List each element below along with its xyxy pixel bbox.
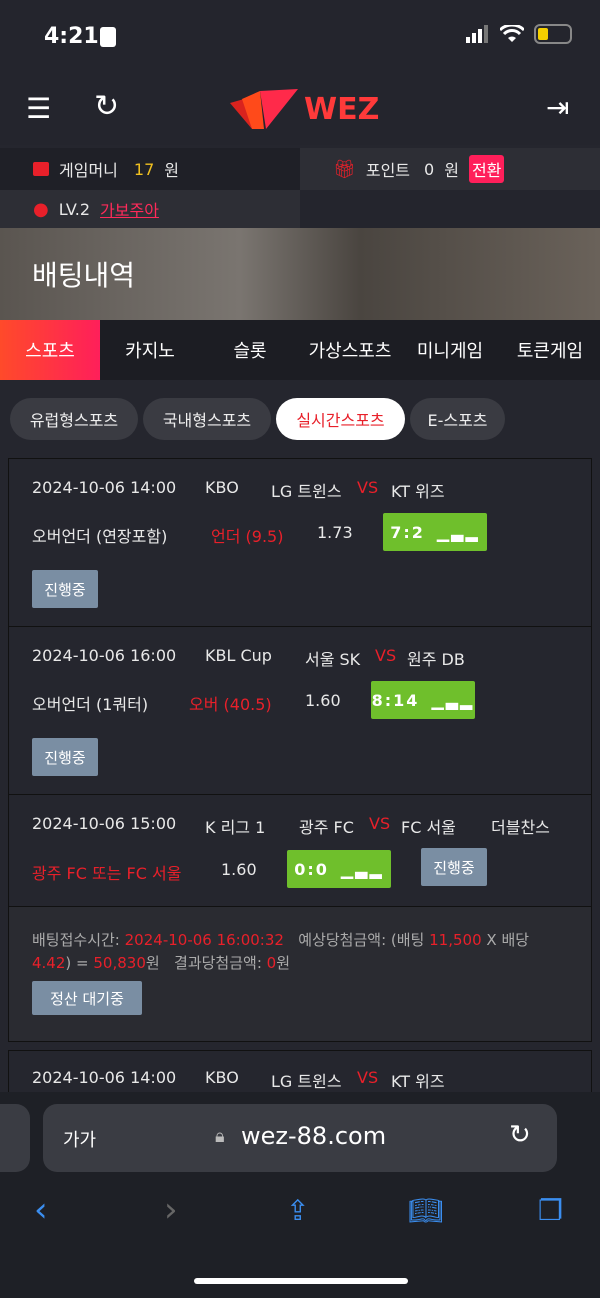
logout-icon[interactable]: ⇥ (546, 91, 570, 124)
clock: 4:21 (44, 24, 99, 49)
share-icon[interactable]: ⇪ (286, 1194, 310, 1227)
nickname-link[interactable]: 가보주아 (100, 201, 159, 220)
bar-chart-icon: ▁▃▂ (436, 522, 480, 542)
tab-token-game[interactable]: 토큰게임 (516, 341, 584, 362)
status-bar: 4:21 (0, 0, 600, 75)
banner: 배팅내역 (0, 228, 600, 320)
reader-button[interactable]: 가가 (63, 1130, 97, 1151)
menu-icon[interactable]: ☰ (26, 92, 52, 125)
previous-tab[interactable] (0, 1104, 30, 1172)
system-icons (466, 24, 572, 44)
logo[interactable]: WEZ (230, 85, 379, 133)
wallet-icon (33, 162, 49, 176)
bet-item: 2024-10-06 15:00 K 리그 1 광주 FC VS FC 서울 더… (9, 795, 591, 907)
signal-icon (466, 25, 488, 43)
reload-icon[interactable]: ↻ (509, 1120, 531, 1150)
address-bar[interactable]: 가가 🔒︎ wez-88.com ↻ (43, 1104, 557, 1172)
forward-icon[interactable]: › (164, 1190, 178, 1230)
logo-mark-icon (230, 89, 298, 129)
points: 🎁︎ 포인트 0 원 전환 (300, 148, 600, 190)
bet-item: 2024-10-06 16:00 KBL Cup 서울 SK VS 원주 DB … (9, 627, 591, 795)
bar-chart-icon: ▁▃▂ (431, 690, 475, 710)
battery-icon (534, 24, 572, 44)
status-badge: 진행중 (421, 848, 487, 886)
back-icon[interactable]: ‹ (34, 1190, 48, 1230)
page-title: 배팅내역 (32, 259, 136, 292)
status-badge: 진행중 (32, 738, 98, 776)
subtab-european[interactable]: 유럽형스포츠 (10, 398, 138, 440)
bet-item: 2024-10-06 14:00 KBO LG 트윈스 VS KT 위즈 오버언… (9, 459, 591, 627)
id-card-icon (100, 27, 116, 47)
score-button[interactable]: 7:2 ▁▃▂ (383, 513, 487, 551)
game-money: 게임머니 17 원 (0, 148, 300, 190)
tab-minigame[interactable]: 미니게임 (416, 341, 484, 362)
refresh-icon[interactable]: ↻ (94, 89, 120, 124)
tabs-icon[interactable]: ❐ (538, 1194, 564, 1227)
user-icon: ● (33, 198, 49, 220)
gift-icon: 🎁︎ (333, 158, 356, 180)
settle-status-badge: 정산 대기중 (32, 981, 142, 1015)
tab-casino[interactable]: 카지노 (125, 341, 175, 362)
score-button[interactable]: 0:0 ▁▃▂ (287, 850, 391, 888)
bookmarks-icon[interactable]: 📖︎ (408, 1194, 444, 1227)
wifi-icon (500, 25, 524, 42)
subtab-esports[interactable]: E-스포츠 (410, 398, 505, 440)
subtab-domestic[interactable]: 국내형스포츠 (143, 398, 271, 440)
tab-virtual-sports[interactable]: 가상스포츠 (308, 341, 392, 362)
tab-slot[interactable]: 슬롯 (233, 341, 267, 362)
status-badge: 진행중 (32, 570, 98, 608)
category-tabs: 스포츠 카지노 슬롯 가상스포츠 미니게임 토큰게임 (0, 320, 600, 380)
home-indicator (194, 1278, 408, 1284)
score-button[interactable]: 8:14 ▁▃▂ (371, 681, 475, 719)
bet-list: 2024-10-06 14:00 KBO LG 트윈스 VS KT 위즈 오버언… (8, 458, 592, 1042)
lock-icon: 🔒︎ (215, 1126, 225, 1147)
url-text: wez-88.com (241, 1122, 387, 1150)
user-level: ● LV.2 가보주아 (0, 190, 300, 228)
bar-chart-icon: ▁▃▂ (340, 859, 384, 879)
browser-toolbar: 가가 🔒︎ wez-88.com ↻ ‹ › ⇪ 📖︎ ❐ (0, 1092, 600, 1298)
subtab-live[interactable]: 실시간스포츠 (276, 398, 405, 440)
convert-button[interactable]: 전환 (468, 155, 505, 183)
tab-sports[interactable]: 스포츠 (0, 320, 100, 380)
bet-summary: 배팅접수시간: 2024-10-06 16:00:32 예상당첨금액: (배팅 … (9, 907, 591, 1041)
app-header: ☰ ↻ WEZ ⇥ (0, 75, 600, 145)
